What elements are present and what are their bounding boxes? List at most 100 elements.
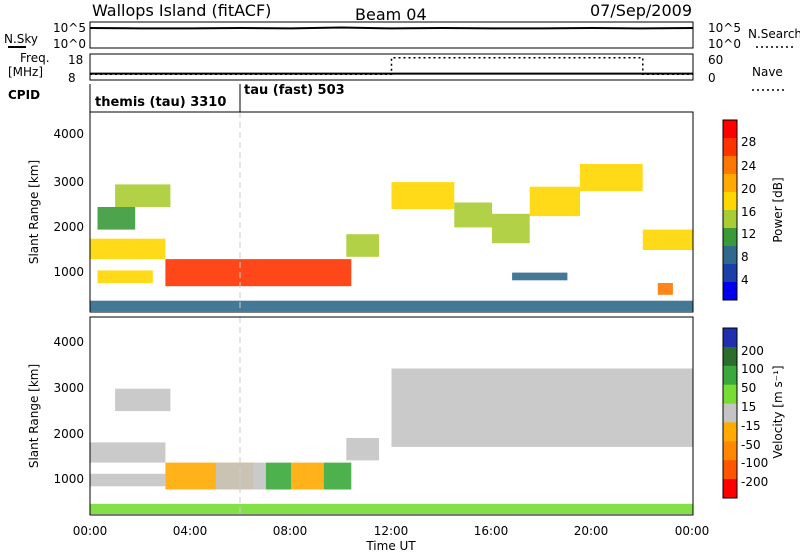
power-cell-13 — [657, 283, 673, 295]
power-cell-2 — [115, 184, 171, 207]
power-ylabel: Slant Range [km] — [27, 160, 41, 264]
freq-tick-top: 18 — [68, 53, 83, 67]
vel-cb-swatch-1 — [723, 346, 737, 367]
vel-cb-swatch-4 — [723, 403, 737, 423]
power-cb-swatch-0 — [723, 120, 737, 139]
power-cell-12 — [512, 272, 568, 281]
velocity-cell-9 — [391, 368, 693, 447]
power-cb-swatch-9 — [723, 282, 737, 301]
velocity-panel: Slant Range [km] 4000 3000 2000 1000 — [27, 316, 694, 516]
vel-cb-swatch-3 — [723, 384, 737, 405]
velocity-cell-1 — [115, 388, 171, 412]
power-cb-swatch-4 — [723, 192, 737, 211]
xtick-08: 08:00 — [273, 524, 308, 538]
power-cell-9 — [529, 186, 580, 217]
power-cell-11 — [642, 229, 694, 250]
power-cell-5 — [346, 234, 379, 257]
xtick-00-start: 00:00 — [73, 524, 108, 538]
nsky-trace — [89, 26, 694, 30]
power-cb-title: Power [dB] — [771, 177, 785, 242]
velocity-cell-7 — [90, 473, 166, 487]
nave-tick-top: 60 — [708, 53, 723, 67]
power-cb-swatch-6 — [723, 228, 737, 247]
freq-tick-bottom: 8 — [68, 71, 76, 85]
power-cb-tick-12: 12 — [741, 227, 756, 241]
power-ytick-3000: 3000 — [53, 175, 84, 189]
power-data-cells — [90, 164, 694, 312]
nsearch-tick-top: 10^5 — [708, 21, 741, 35]
x-axis: 00:00 04:00 08:00 12:00 16:00 20:00 00:0… — [73, 524, 710, 553]
x-axis-label: Time UT — [365, 539, 416, 553]
power-cb-tick-20: 20 — [741, 182, 756, 196]
velocity-ytick-1000: 1000 — [53, 472, 84, 486]
power-cell-3 — [165, 259, 352, 287]
velocity-data-cells — [90, 368, 693, 515]
power-cb-tick-24: 24 — [741, 159, 756, 173]
nsky-tick-bottom: 10^0 — [53, 37, 86, 51]
power-cb-tick-4: 4 — [741, 273, 749, 287]
power-ytick-2000: 2000 — [53, 220, 84, 234]
xtick-00-end: 00:00 — [675, 524, 710, 538]
vel-cb-tick-neg50: -50 — [741, 438, 761, 452]
date-title: 07/Sep/2009 — [590, 1, 692, 20]
power-cb-tick-16: 16 — [741, 205, 756, 219]
xtick-12: 12:00 — [374, 524, 409, 538]
power-cb-tick-28: 28 — [741, 135, 756, 149]
vel-cb-tick-neg15: -15 — [741, 419, 761, 433]
freq-unit-label: [MHz] — [8, 65, 43, 79]
velocity-ytick-2000: 2000 — [53, 427, 84, 441]
cpid-mode-tau-fast: tau (fast) 503 — [244, 83, 345, 98]
vel-cb-tick-100: 100 — [741, 362, 764, 376]
beam-title: Beam 04 — [355, 5, 427, 24]
vel-cb-swatch-7 — [723, 460, 737, 480]
cpid-mode-themis: themis (tau) 3310 — [95, 95, 226, 110]
velocity-cell-3 — [215, 462, 266, 490]
velocity-ylabel: Slant Range [km] — [27, 364, 41, 468]
vel-cb-swatch-2 — [723, 365, 737, 386]
velocity-colorbar: 200 100 50 15 -15 -50 -100 -200 Velocity… — [722, 327, 785, 499]
vel-cb-tick-neg200: -200 — [741, 475, 768, 489]
velocity-ytick-4000: 4000 — [53, 335, 84, 349]
xtick-20: 20:00 — [574, 524, 609, 538]
nsky-label: N.Sky — [4, 32, 38, 46]
power-cell-7 — [454, 202, 492, 228]
velocity-cell-4 — [265, 462, 291, 490]
xtick-16: 16:00 — [474, 524, 509, 538]
xtick-04: 04:00 — [173, 524, 208, 538]
vel-cb-swatch-6 — [723, 441, 737, 461]
power-cell-14 — [90, 300, 693, 312]
velocity-cell-10 — [90, 503, 693, 515]
nsearch-label: N.Search — [748, 27, 800, 41]
velocity-cell-5 — [291, 462, 324, 490]
nave-label: Nave — [752, 65, 783, 79]
velocity-cell-8 — [346, 438, 379, 461]
vel-cb-tick-200: 200 — [741, 344, 764, 358]
power-cb-tick-8: 8 — [741, 250, 749, 264]
vel-cb-title: Velocity [m s⁻¹] — [771, 365, 785, 458]
power-cell-10 — [579, 164, 643, 192]
cpid-panel: CPID themis (tau) 3310 tau (fast) 503 — [8, 83, 345, 112]
vel-cb-swatch-0 — [723, 328, 737, 348]
power-cb-swatch-3 — [723, 174, 737, 193]
power-cb-swatch-7 — [723, 246, 737, 265]
power-cb-swatch-2 — [723, 156, 737, 175]
velocity-cell-6 — [323, 462, 352, 490]
power-cell-6 — [391, 182, 455, 210]
vel-cb-tick-15: 15 — [741, 400, 756, 414]
nsearch-tick-bottom: 10^0 — [708, 37, 741, 51]
power-cb-swatch-1 — [723, 138, 737, 157]
power-cb-swatch-8 — [723, 264, 737, 283]
vel-cb-swatch-8 — [723, 479, 737, 499]
power-cb-swatch-5 — [723, 210, 737, 229]
nave-trace — [90, 57, 693, 76]
power-ytick-1000: 1000 — [53, 265, 84, 279]
power-cell-8 — [492, 213, 530, 244]
power-cell-4 — [97, 270, 153, 284]
power-cell-1 — [97, 207, 136, 230]
vel-cb-tick-neg100: -100 — [741, 456, 768, 470]
cpid-label: CPID — [8, 88, 40, 102]
power-ytick-4000: 4000 — [53, 127, 84, 141]
nsky-panel: N.Sky 10^5 10^0 10^5 10^0 N.Search — [4, 21, 800, 51]
vel-cb-tick-50: 50 — [741, 381, 756, 395]
